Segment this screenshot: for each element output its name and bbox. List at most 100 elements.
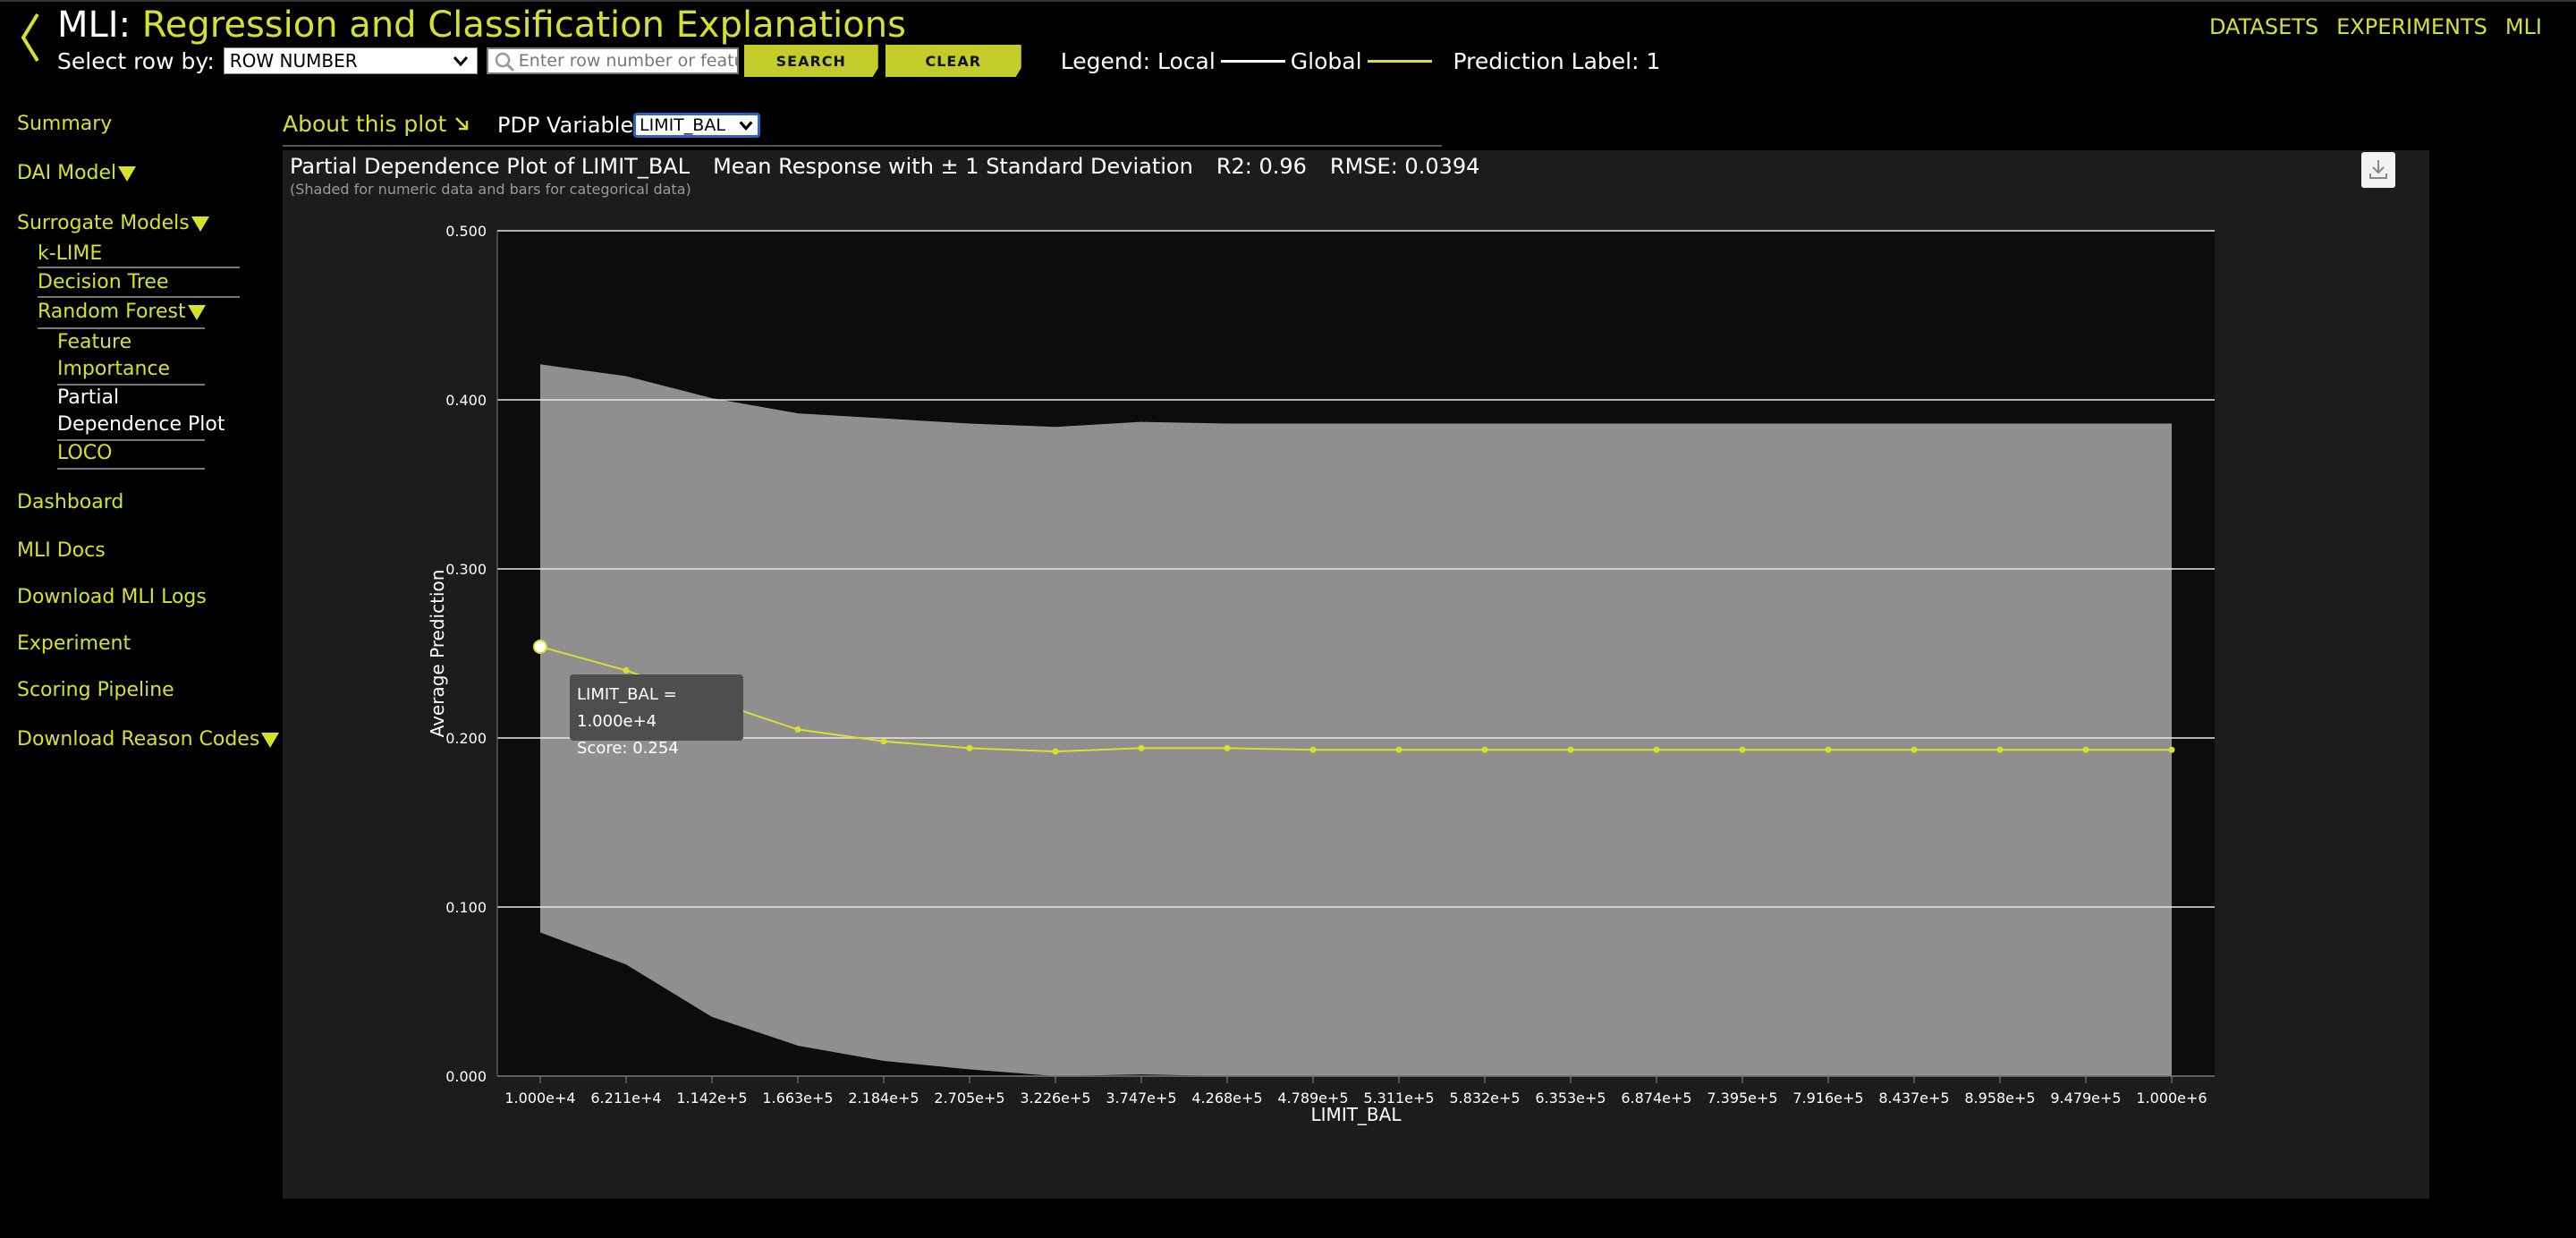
y-tick-label: 0.200 bbox=[445, 730, 487, 747]
x-tick-label: 1.000e+6 bbox=[2136, 1090, 2207, 1107]
sidebar-item-label: DAI Model bbox=[17, 162, 117, 184]
sidebar-item-feature-importance-line2[interactable]: Importance bbox=[57, 358, 171, 380]
prediction-value: 1 bbox=[1646, 47, 1661, 74]
sidebar-item-download-mli-logs[interactable]: Download MLI Logs bbox=[17, 586, 207, 608]
std-dev-band bbox=[540, 364, 2172, 1076]
legend-local-label: Legend: Local bbox=[1060, 47, 1216, 74]
chevron-down-icon bbox=[453, 56, 468, 67]
data-point bbox=[1309, 746, 1317, 753]
sidebar-item-dai-model[interactable]: DAI Model bbox=[17, 162, 137, 184]
pdp-variable-value: LIMIT_BAL bbox=[640, 115, 725, 135]
tooltip-line-1: LIMIT_BAL = 1.000e+4 bbox=[577, 685, 677, 731]
clear-button[interactable]: CLEAR bbox=[885, 45, 1021, 77]
x-tick-label: 1.000e+4 bbox=[504, 1090, 575, 1107]
sidebar-item-loco[interactable]: LOCO bbox=[57, 442, 113, 464]
sidebar-item-decision-tree[interactable]: Decision Tree bbox=[38, 271, 169, 293]
x-tick-label: 4.789e+5 bbox=[1277, 1090, 1348, 1107]
search-button[interactable]: SEARCH bbox=[743, 45, 878, 77]
data-point bbox=[623, 666, 630, 674]
y-tick-label: 0.400 bbox=[445, 392, 487, 409]
sidebar-item-mli-docs[interactable]: MLI Docs bbox=[17, 539, 106, 562]
y-tick-label: 0.300 bbox=[445, 561, 487, 578]
pdp-chart: 0.000 0.100 0.200 0.300 0.400 0.500 1.000e+4 6.… bbox=[427, 223, 2215, 1125]
divider bbox=[57, 439, 205, 441]
pdp-variable-label: PDP Variable: bbox=[497, 113, 641, 138]
select-row-label: Select row by: bbox=[57, 47, 215, 74]
x-tick-label: 7.395e+5 bbox=[1707, 1090, 1777, 1107]
page-title: MLI: Regression and Classification Expla… bbox=[57, 2, 906, 48]
nav-datasets[interactable]: DATASETS bbox=[2209, 14, 2319, 39]
r2-value: R2: 0.96 bbox=[1216, 154, 1307, 179]
top-border bbox=[0, 0, 2576, 2]
sidebar-item-summary[interactable]: Summary bbox=[17, 113, 113, 135]
sidebar-item-label: Surrogate Models bbox=[17, 212, 190, 234]
row-select-dropdown[interactable]: ROW NUMBER bbox=[223, 47, 478, 74]
x-tick-label: 6.874e+5 bbox=[1621, 1090, 1691, 1107]
sidebar-item-klime[interactable]: k-LIME bbox=[38, 242, 103, 265]
data-point bbox=[1739, 746, 1746, 753]
prediction-label: Prediction Label: bbox=[1453, 47, 1640, 74]
highlighted-data-point bbox=[533, 639, 547, 654]
search-icon bbox=[495, 52, 514, 72]
data-point bbox=[2082, 746, 2089, 753]
data-point bbox=[1224, 744, 1231, 751]
legend-global-swatch bbox=[1367, 59, 1432, 63]
data-point bbox=[1138, 744, 1145, 751]
sidebar-item-label: Random Forest bbox=[38, 301, 186, 323]
x-tick-label: 5.311e+5 bbox=[1363, 1090, 1434, 1107]
x-tick-label: 8.437e+5 bbox=[1878, 1090, 1949, 1107]
legend-local-swatch bbox=[1220, 59, 1285, 63]
x-tick-label: 7.916e+5 bbox=[1792, 1090, 1863, 1107]
data-point bbox=[1395, 746, 1402, 753]
sidebar-item-scoring-pipeline[interactable]: Scoring Pipeline bbox=[17, 679, 174, 701]
sidebar-item-surrogate-models[interactable]: Surrogate Models bbox=[17, 212, 209, 234]
divider bbox=[38, 327, 205, 329]
external-arrow-icon bbox=[455, 117, 469, 131]
x-tick-label: 6.211e+4 bbox=[590, 1090, 661, 1107]
row-select-value: ROW NUMBER bbox=[229, 50, 358, 72]
nav-mli[interactable]: MLI bbox=[2504, 14, 2542, 39]
data-point bbox=[966, 744, 973, 751]
mean-response-label: Mean Response with ± 1 Standard Deviatio… bbox=[713, 154, 1193, 179]
tooltip-line-2: Score: 0.254 bbox=[577, 739, 679, 758]
sidebar-item-feature-importance-line1[interactable]: Feature bbox=[57, 331, 132, 353]
y-tick-label: 0.000 bbox=[445, 1068, 487, 1085]
pdp-variable-select[interactable]: LIMIT_BAL bbox=[633, 113, 760, 138]
title-prefix: MLI: bbox=[57, 4, 142, 46]
nav-experiments[interactable]: EXPERIMENTS bbox=[2336, 14, 2487, 39]
x-tick-label: 6.353e+5 bbox=[1535, 1090, 1606, 1107]
x-tick-label: 3.226e+5 bbox=[1020, 1090, 1090, 1107]
data-point bbox=[1996, 746, 2004, 753]
x-tick-label: 4.268e+5 bbox=[1191, 1090, 1262, 1107]
x-tick-label: 1.663e+5 bbox=[762, 1090, 833, 1107]
legend: Legend: Local Global Prediction Label: 1 bbox=[1061, 48, 1661, 74]
chevron-down-icon bbox=[739, 121, 753, 131]
data-point bbox=[1911, 746, 1918, 753]
sidebar-item-experiment[interactable]: Experiment bbox=[17, 632, 131, 655]
panel-title-row: Partial Dependence Plot of LIMIT_BAL Mean… bbox=[290, 154, 1503, 179]
sidebar-item-pdp-line2[interactable]: Dependence Plot bbox=[57, 413, 225, 436]
sidebar-item-download-reason-codes[interactable]: Download Reason Codes bbox=[17, 728, 280, 750]
pdp-panel: Partial Dependence Plot of LIMIT_BAL Mean… bbox=[283, 150, 2429, 1199]
sidebar-item-label: Download Reason Codes bbox=[17, 728, 260, 750]
divider bbox=[57, 384, 205, 386]
about-plot-link[interactable]: About this plot bbox=[283, 111, 470, 137]
sidebar-item-pdp-line1[interactable]: Partial bbox=[57, 386, 120, 409]
rmse-value: RMSE: 0.0394 bbox=[1329, 154, 1480, 179]
search-placeholder: Enter row number or featur bbox=[518, 51, 739, 71]
x-tick-label: 1.142e+5 bbox=[676, 1090, 747, 1107]
x-tick-label: 8.958e+5 bbox=[1964, 1090, 2035, 1107]
download-button[interactable] bbox=[2361, 152, 2395, 188]
mean-response-line bbox=[539, 645, 2172, 753]
row-search-input[interactable]: Enter row number or featur bbox=[486, 47, 739, 74]
y-tick-label: 0.500 bbox=[445, 223, 487, 240]
data-point bbox=[1052, 748, 1059, 755]
back-chevron-icon[interactable] bbox=[16, 11, 43, 64]
data-point bbox=[2168, 746, 2175, 753]
x-tick-label: 3.747e+5 bbox=[1106, 1090, 1176, 1107]
title-main: Regression and Classification Explanatio… bbox=[141, 4, 906, 46]
plot-subheader: About this plot PDP Variable: LIMIT_BAL bbox=[283, 109, 1442, 147]
sidebar-item-dashboard[interactable]: Dashboard bbox=[17, 491, 124, 513]
sidebar-item-random-forest[interactable]: Random Forest bbox=[38, 301, 206, 323]
chart-subtitle: (Shaded for numeric data and bars for ca… bbox=[290, 181, 691, 198]
